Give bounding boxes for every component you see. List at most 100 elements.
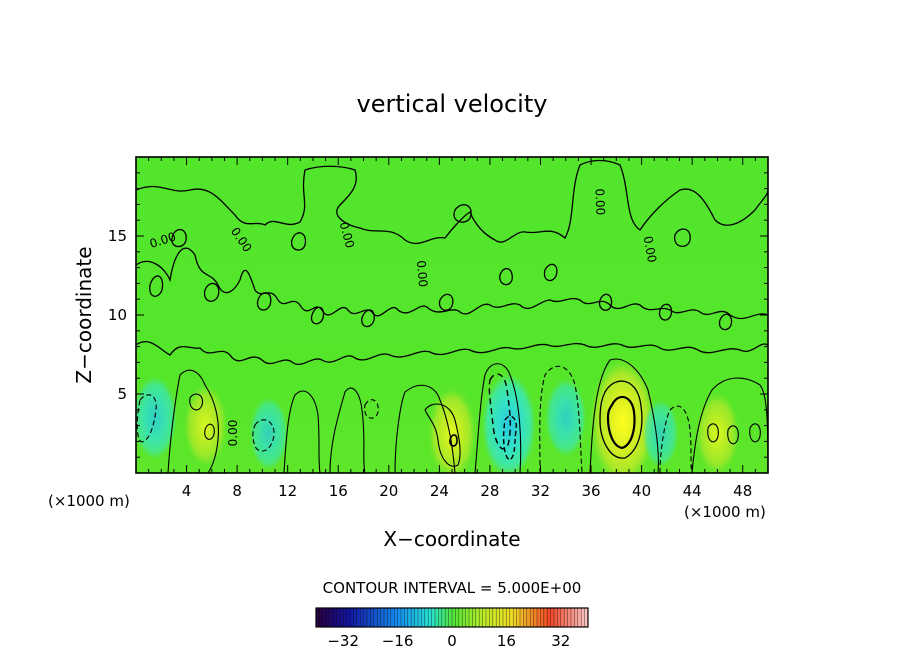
- colorbar-cell-60: [520, 608, 524, 627]
- colorbar-cell-73: [564, 608, 568, 627]
- x-tick-label-36: 36: [581, 482, 600, 500]
- velocity-cell-updraft-2: [183, 384, 228, 468]
- colorbar-cell-68: [547, 608, 551, 627]
- y-axis-tick-labels: 5 10 15: [108, 227, 127, 403]
- colorbar-cell-9: [346, 608, 351, 627]
- colorbar-cell-2: [322, 608, 327, 627]
- x-axis-ticks: [148, 157, 756, 473]
- colorbar-cell-17: [373, 608, 378, 627]
- contour-label-2: 0.00: [337, 220, 357, 249]
- colorbar-cell-65: [537, 608, 541, 627]
- colorbar-cell-27: [407, 608, 412, 627]
- colorbar-cell-31: [421, 608, 426, 627]
- colorbar-cell-33: [428, 608, 432, 627]
- velocity-cell-downdraft-8: [642, 399, 679, 468]
- colorbar-cell-67: [543, 608, 548, 627]
- colorbar-cell-10: [350, 608, 354, 627]
- colorbar-cell-20: [384, 608, 388, 627]
- colorbar-cell-8: [343, 608, 347, 627]
- colorbar-cell-6: [336, 608, 341, 627]
- velocity-cell-downdraft-1: [481, 373, 536, 473]
- y-axis-ticks: [136, 172, 768, 458]
- colorbar-tick-label-4: 32: [551, 632, 570, 650]
- colorbar-cell-1: [319, 608, 324, 627]
- colorbar-cell-69: [550, 608, 555, 627]
- colorbar-cell-12: [356, 608, 361, 627]
- colorbar-cell-53: [496, 608, 500, 627]
- velocity-cell-updraft-4: [695, 391, 740, 473]
- colorbar-cell-42: [458, 608, 463, 627]
- colorbar-cell-56: [506, 608, 511, 627]
- colorbar-cell-79: [584, 608, 589, 627]
- x-tick-label-48: 48: [733, 482, 752, 500]
- colorbar-cell-45: [469, 608, 473, 627]
- colorbar-cell-48: [479, 608, 483, 627]
- colorbar-cell-23: [394, 608, 398, 627]
- colorbar-cell-14: [363, 608, 368, 627]
- colorbar-cell-24: [397, 608, 402, 627]
- x-tick-label-40: 40: [632, 482, 651, 500]
- colorbar-cell-28: [411, 608, 415, 627]
- colorbar-tick-labels: −32 −16 0 16 32: [327, 632, 570, 650]
- colorbar-cell-54: [499, 608, 504, 627]
- colorbar-cell-26: [404, 608, 409, 627]
- colorbar-cell-59: [516, 608, 521, 627]
- colorbar-tick-label-0: −32: [327, 632, 359, 650]
- y-tick-label-10: 10: [108, 306, 127, 324]
- x-axis-tick-labels: 4 8 12 16 20 24 28 32 36 40 44 48: [182, 482, 752, 500]
- colorbar-cell-29: [414, 608, 419, 627]
- colorbar: [315, 608, 589, 627]
- colorbar-cell-11: [353, 608, 358, 627]
- x-unit-label-left: (×1000 m): [48, 492, 130, 510]
- colorbar-frame: [315, 607, 589, 628]
- contour-lines: [136, 159, 768, 473]
- colorbar-cell-71: [557, 608, 562, 627]
- colorbar-cell-70: [554, 608, 558, 627]
- colorbar-cell-62: [526, 608, 531, 627]
- y-axis-label: Z−coordinate: [72, 246, 96, 383]
- chart-title: vertical velocity: [357, 90, 548, 118]
- colorbar-cell-35: [435, 608, 439, 627]
- colorbar-cell-4: [329, 608, 334, 627]
- colorbar-cell-61: [523, 608, 528, 627]
- y-tick-label-5: 5: [117, 385, 127, 403]
- contour-label-5: 0.00: [641, 235, 659, 264]
- colorbar-cell-25: [401, 608, 405, 627]
- colorbar-cell-63: [530, 608, 534, 627]
- colorbar-cell-3: [326, 608, 330, 627]
- colorbar-cell-7: [339, 608, 344, 627]
- x-tick-label-20: 20: [379, 482, 398, 500]
- x-tick-label-8: 8: [232, 482, 242, 500]
- colorbar-cell-51: [489, 608, 494, 627]
- colorbar-cell-57: [509, 608, 514, 627]
- colorbar-cell-55: [503, 608, 507, 627]
- velocity-cell-downdraft-7: [545, 378, 587, 457]
- x-tick-label-12: 12: [278, 482, 297, 500]
- colorbar-cell-37: [441, 608, 446, 627]
- colorbar-cell-34: [431, 608, 436, 627]
- colorbar-cell-74: [567, 608, 572, 627]
- colorbar-cell-15: [367, 608, 371, 627]
- velocity-cell-downdraft-5: [136, 376, 177, 460]
- colorbar-cell-76: [574, 608, 579, 627]
- colorbar-cell-52: [492, 608, 497, 627]
- colorbar-cell-36: [438, 608, 443, 627]
- colorbar-tick-label-3: 16: [497, 632, 516, 650]
- x-axis-label: X−coordinate: [383, 527, 520, 551]
- colorbar-cell-38: [445, 608, 449, 627]
- colorbar-cell-47: [475, 608, 480, 627]
- x-tick-label-28: 28: [480, 482, 499, 500]
- colorbar-cell-64: [533, 608, 538, 627]
- x-tick-label-4: 4: [182, 482, 192, 500]
- colorbar-cell-58: [513, 608, 517, 627]
- colorbar-cell-78: [581, 608, 585, 627]
- colorbar-cell-22: [390, 608, 395, 627]
- x-unit-label-right: (×1000 m): [684, 503, 766, 521]
- colorbar-cell-77: [577, 608, 582, 627]
- colorbar-cell-21: [387, 608, 392, 627]
- colorbar-cell-66: [540, 608, 545, 627]
- colorbar-cell-40: [452, 608, 456, 627]
- colorbar-cell-39: [448, 608, 453, 627]
- x-tick-label-24: 24: [430, 482, 449, 500]
